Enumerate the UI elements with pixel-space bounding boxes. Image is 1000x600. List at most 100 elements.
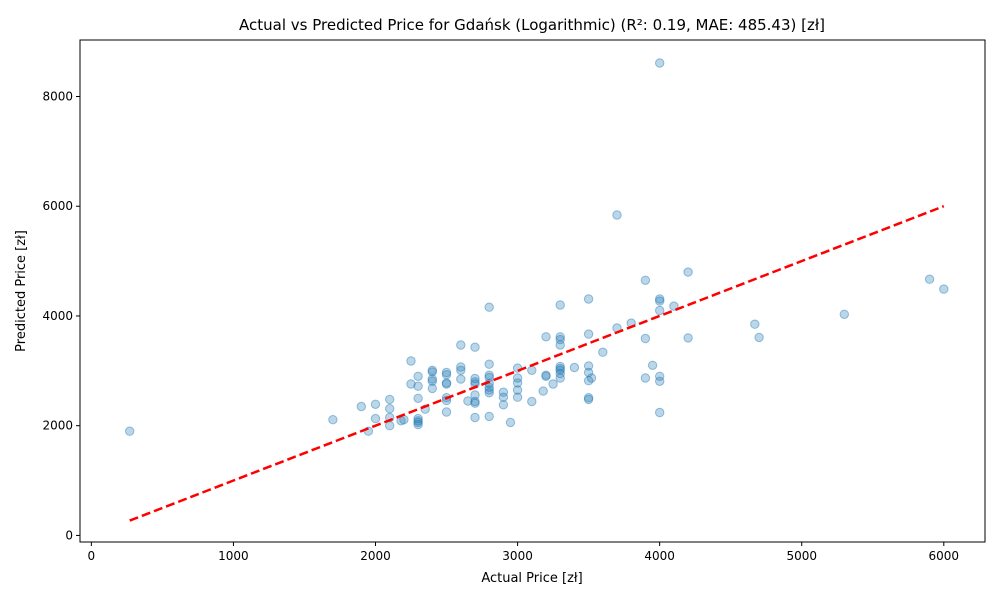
x-tick-label: 0 xyxy=(88,549,96,563)
y-tick-label: 6000 xyxy=(42,199,73,213)
data-point xyxy=(538,386,548,396)
x-tick-label: 6000 xyxy=(929,549,960,563)
data-point xyxy=(512,385,523,395)
data-point xyxy=(541,370,551,380)
data-point xyxy=(555,365,565,375)
data-point xyxy=(484,370,494,380)
data-point xyxy=(328,415,338,425)
x-tick-label: 3000 xyxy=(502,549,533,563)
data-point xyxy=(555,340,565,350)
data-point xyxy=(356,401,366,412)
x-axis-label: Actual Price [zł] xyxy=(481,571,582,586)
data-point xyxy=(484,411,494,422)
data-point xyxy=(612,210,622,220)
data-point xyxy=(484,388,494,398)
data-point xyxy=(555,368,565,379)
data-point xyxy=(583,329,594,339)
data-point xyxy=(413,419,423,430)
data-point xyxy=(512,363,523,373)
data-point xyxy=(498,387,509,397)
data-point xyxy=(441,378,452,388)
data-point xyxy=(484,359,494,369)
data-point xyxy=(655,371,665,381)
data-point xyxy=(640,275,651,285)
data-point xyxy=(427,365,437,375)
data-point xyxy=(413,371,423,381)
plot-frame xyxy=(79,39,986,543)
data-point xyxy=(456,362,466,372)
data-point xyxy=(463,396,473,406)
data-point xyxy=(583,294,594,304)
data-point xyxy=(527,365,537,375)
data-point xyxy=(370,399,381,409)
data-point xyxy=(683,267,693,277)
data-point xyxy=(555,361,565,372)
data-point xyxy=(125,426,135,436)
data-point xyxy=(598,347,608,357)
data-point xyxy=(427,374,437,384)
data-point xyxy=(655,294,665,304)
data-point xyxy=(583,393,594,403)
chart-title: Actual vs Predicted Price for Gdańsk (Lo… xyxy=(239,16,825,34)
y-axis-label: Predicted Price [zł] xyxy=(14,230,29,352)
data-point xyxy=(441,370,452,380)
data-point xyxy=(441,407,452,417)
data-point xyxy=(647,360,658,370)
data-point xyxy=(655,407,665,418)
data-point xyxy=(655,305,665,316)
data-point xyxy=(512,373,523,383)
data-point xyxy=(441,367,452,378)
data-point xyxy=(555,363,565,374)
data-point xyxy=(669,301,679,311)
data-point xyxy=(406,356,416,366)
data-point xyxy=(541,332,551,342)
data-point xyxy=(569,362,580,373)
data-point xyxy=(655,296,665,306)
data-point xyxy=(754,332,764,343)
data-point xyxy=(456,340,466,350)
x-tick-label: 2000 xyxy=(360,549,391,563)
data-point xyxy=(427,376,437,386)
data-point xyxy=(939,284,949,294)
data-point xyxy=(427,367,437,377)
data-point xyxy=(527,396,537,407)
data-point xyxy=(470,412,480,423)
data-point xyxy=(484,302,494,312)
data-point xyxy=(385,404,395,414)
y-tick-label: 2000 xyxy=(42,419,73,433)
data-point xyxy=(839,309,849,319)
data-point xyxy=(541,371,551,381)
data-point xyxy=(555,334,565,345)
data-point xyxy=(413,413,423,424)
data-point xyxy=(470,390,480,400)
data-point xyxy=(470,342,480,352)
data-point xyxy=(555,300,565,310)
x-tick-label: 5000 xyxy=(786,549,817,563)
data-point xyxy=(750,319,760,329)
data-point xyxy=(441,379,452,389)
data-point xyxy=(583,376,594,386)
data-point xyxy=(470,373,480,384)
data-point xyxy=(370,413,381,424)
data-point xyxy=(470,396,480,407)
data-point xyxy=(470,398,480,408)
data-point xyxy=(512,392,523,402)
x-tick-label: 4000 xyxy=(644,549,675,563)
data-point xyxy=(512,378,523,388)
data-point xyxy=(583,361,594,371)
data-point xyxy=(548,379,558,389)
data-point xyxy=(683,333,693,343)
data-point xyxy=(498,392,509,402)
data-point xyxy=(406,379,416,389)
data-point xyxy=(456,374,466,384)
y-tick-label: 8000 xyxy=(42,90,73,104)
data-point xyxy=(385,421,395,431)
reference-line xyxy=(129,205,945,522)
data-point xyxy=(427,383,437,394)
data-point xyxy=(385,394,395,405)
data-point xyxy=(555,373,565,383)
reference-line-layer xyxy=(129,205,945,522)
data-point xyxy=(413,417,423,428)
data-point xyxy=(413,381,423,391)
